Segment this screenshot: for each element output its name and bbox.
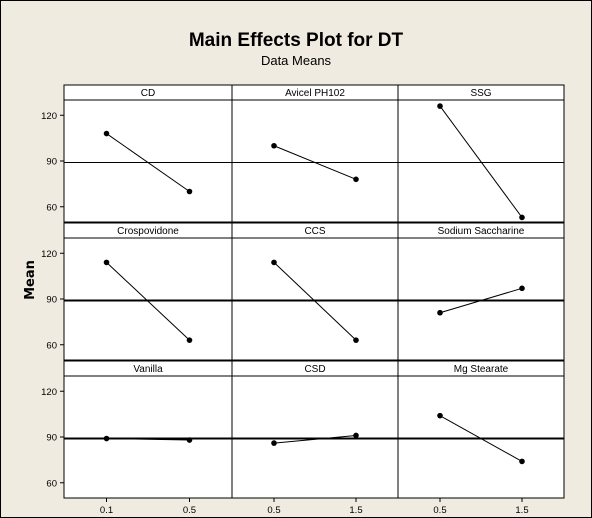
y-tick-label: 120 <box>41 249 57 260</box>
series-line <box>273 262 357 341</box>
y-tick-label: 60 <box>46 478 57 489</box>
data-point <box>353 432 359 439</box>
y-tick-label: 60 <box>46 202 57 213</box>
series-line <box>273 434 357 444</box>
panel-mg-stearate: Mg Stearate 0.5 1.5 <box>397 360 565 516</box>
y-tick-label: 120 <box>41 387 57 398</box>
x-tick-label: 0.5 <box>267 505 280 516</box>
panel-plot-area <box>231 237 399 361</box>
panel-plot-area <box>63 99 233 223</box>
data-point <box>186 188 193 195</box>
y-tick-label: 90 <box>46 295 57 306</box>
panel-avicel-ph102: Avicel PH1024060 <box>231 84 399 240</box>
data-point <box>353 337 359 343</box>
panel-title: Vanilla <box>133 364 163 375</box>
data-point <box>353 176 359 183</box>
panel-ccs: CCS15 <box>231 222 399 378</box>
panel-title: Sodium Saccharine <box>438 226 525 237</box>
panel-title: Mg Stearate <box>454 364 509 375</box>
data-point <box>519 214 525 221</box>
x-tick-label: 0.5 <box>183 505 196 516</box>
x-tick-label: 0.5 <box>433 505 446 516</box>
series-line <box>106 262 190 341</box>
data-point <box>271 440 277 446</box>
chart-subtitle: Data Means <box>261 53 332 68</box>
y-tick-label: 120 <box>41 111 57 122</box>
x-tick-label: 1.5 <box>515 505 528 516</box>
panel-vanilla: Vanilla 0.1 0.5 60 90 120 <box>41 360 233 516</box>
series-line <box>106 133 190 192</box>
panel-title: CSD <box>304 364 325 375</box>
series-line <box>439 105 523 218</box>
y-axis-label: Mean <box>23 260 38 300</box>
data-point <box>186 437 193 443</box>
panel-plot-area <box>397 375 565 499</box>
data-point <box>437 309 443 316</box>
x-tick-label: 0.1 <box>100 505 113 516</box>
panel-title: Avicel PH102 <box>285 88 345 99</box>
data-point <box>271 142 277 149</box>
series-line <box>273 145 357 180</box>
data-point <box>103 130 110 137</box>
data-point <box>519 458 525 465</box>
series-line <box>439 287 523 314</box>
y-tick-label: 90 <box>46 157 57 168</box>
panel-title: CD <box>141 88 155 99</box>
panel-crospovidone: Crospovidone256090120 <box>41 222 233 378</box>
panel-title: Crospovidone <box>117 226 179 237</box>
data-point <box>437 103 443 109</box>
panel-title: CCS <box>304 226 325 237</box>
panel-title: SSG <box>470 88 491 99</box>
panel-plot-area <box>231 375 399 499</box>
data-point <box>519 285 525 292</box>
series-line <box>439 415 523 462</box>
panel-plot-area <box>63 237 233 361</box>
data-point <box>271 259 277 266</box>
panel-csd: CSD 0.5 1.5 <box>231 360 399 516</box>
chart-title: Main Effects Plot for DT <box>189 30 404 51</box>
panel-grid: CD0.52.06090120Avicel PH1024060SSG28Cros… <box>41 84 565 516</box>
panel-cd: CD0.52.06090120 <box>41 84 233 240</box>
panel-sodium-saccharine: Sodium Saccharine24 <box>397 222 565 378</box>
y-tick-label: 60 <box>46 340 57 351</box>
data-point <box>437 412 443 419</box>
panel-plot-area <box>397 237 565 361</box>
panel-plot-area <box>231 99 399 223</box>
panel-ssg: SSG28 <box>397 84 565 240</box>
series-line <box>106 438 190 441</box>
data-point <box>103 259 110 266</box>
y-tick-label: 90 <box>46 433 57 444</box>
x-tick-label: 1.5 <box>349 505 362 516</box>
panel-plot-area <box>63 375 233 499</box>
data-point <box>103 435 110 442</box>
data-point <box>186 337 193 343</box>
